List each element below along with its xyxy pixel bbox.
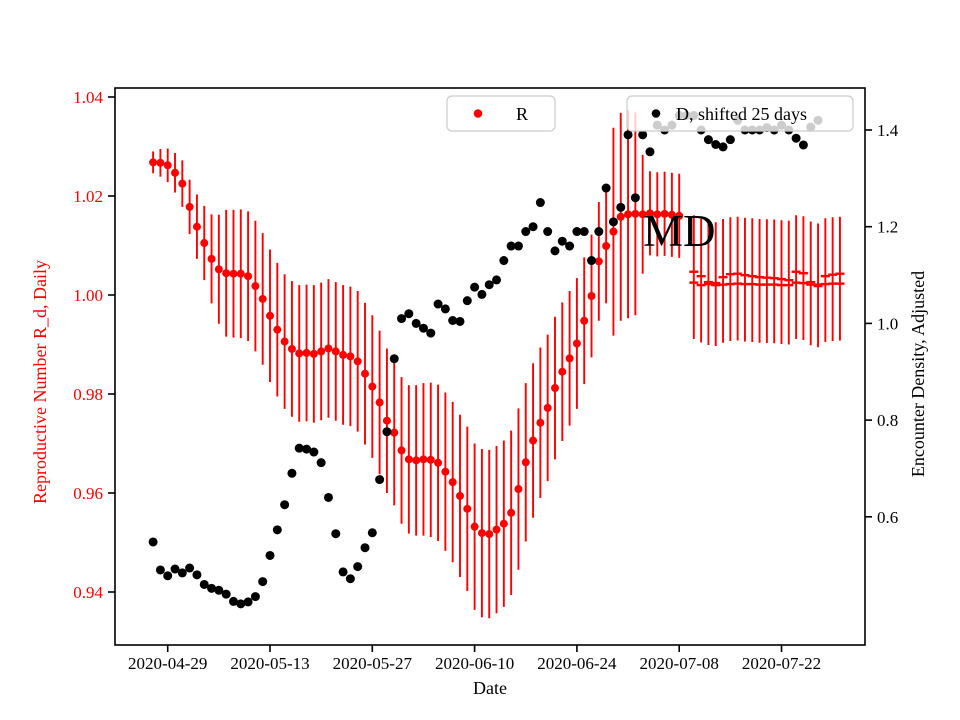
y-axis-label-left: Reproductive Number R_d, Daily [30, 260, 50, 504]
axis-ticks [108, 96, 872, 652]
y-right-tick-label: 1.0 [877, 314, 898, 333]
r-series [149, 110, 684, 619]
y-left-tick-label: 0.96 [73, 484, 103, 503]
y-right-tick-labels: 1.4 1.2 1.0 0.8 0.6 [877, 121, 899, 527]
y-left-tick-label: 1.04 [73, 88, 103, 107]
annotation-md: MD [643, 206, 716, 256]
y-left-tick-label: 1.00 [73, 286, 103, 305]
x-axis-label: Date [473, 678, 507, 698]
y-left-tick-label: 0.94 [73, 583, 103, 602]
x-tick-label: 2020-06-24 [537, 654, 617, 673]
x-tick-label: 2020-07-22 [742, 654, 821, 673]
legend-d: D, shifted 25 days [626, 95, 854, 132]
legend-d-label: D, shifted 25 days [676, 104, 807, 124]
legend-d-marker-icon [651, 109, 661, 118]
r-series-late-segment [689, 215, 845, 348]
legend-r-box [446, 95, 556, 132]
plot-border [114, 87, 866, 646]
y-right-tick-label: 1.2 [877, 218, 898, 237]
y-right-tick-label: 1.4 [877, 121, 899, 140]
y-left-tick-labels: 1.04 1.02 1.00 0.98 0.96 0.94 [73, 88, 103, 602]
y-left-tick-label: 1.02 [73, 187, 103, 206]
x-tick-label: 2020-04-29 [128, 654, 207, 673]
y-right-tick-label: 0.8 [877, 411, 898, 430]
legend-r: R [446, 95, 556, 132]
x-tick-label: 2020-07-08 [640, 654, 719, 673]
y-left-tick-label: 0.98 [73, 385, 103, 404]
legend-r-marker-icon [473, 109, 483, 118]
y-right-tick-label: 0.6 [877, 508, 898, 527]
x-tick-label: 2020-06-10 [435, 654, 514, 673]
legend-d-box [626, 95, 854, 132]
y-axis-label-right: Encounter Density, Adjusted [908, 271, 928, 477]
x-tick-label: 2020-05-13 [230, 654, 309, 673]
legend-r-label: R [516, 104, 528, 124]
x-tick-labels: 2020-04-29 2020-05-13 2020-05-27 2020-06… [128, 654, 821, 673]
x-tick-label: 2020-05-27 [333, 654, 413, 673]
